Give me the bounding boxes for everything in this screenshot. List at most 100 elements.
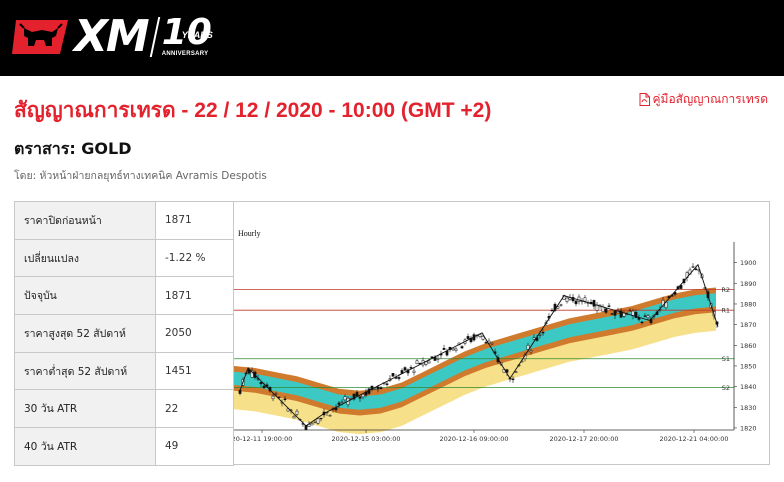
stat-label: ราคาต่ำสุด 52 สัปดาห์: [14, 351, 156, 391]
candle-body: [337, 402, 341, 405]
hourly-chart: Hourly R2 R1 S1 S2 1820 1830 1840 1850 1860 1870…: [233, 201, 770, 465]
stat-value: 2050: [155, 314, 234, 353]
xm-wordmark: XM: [74, 11, 150, 62]
candle-body: [355, 392, 359, 397]
stats-table: ราคาปิดก่อนหน้า 1871 เปลี่ยนแปลง -1.22 % ป…: [14, 201, 234, 466]
stat-value: 1871: [155, 276, 234, 316]
pdf-icon: [639, 93, 650, 106]
candle-body: [643, 315, 647, 317]
xm-logo[interactable]: XM 10 YEARS ANNIVERSARY: [12, 11, 218, 62]
candle-body: [451, 347, 455, 351]
y-tick-label: 1860: [740, 342, 757, 350]
anniversary-badge: 10 YEARS ANNIVERSARY: [162, 12, 218, 60]
candle-body: [592, 300, 596, 307]
stat-value: 22: [155, 389, 234, 429]
anniversary-years: YEARS: [181, 30, 213, 40]
table-row: เปลี่ยนแปลง -1.22 %: [14, 238, 234, 278]
candle-body: [262, 385, 266, 389]
candle-body: [319, 417, 323, 420]
y-tick-label: 1890: [740, 280, 757, 288]
candle-body: [550, 309, 554, 312]
candle-body: [250, 370, 254, 378]
candle-body: [511, 378, 515, 381]
table-row: 30 วัน ATR 22: [14, 389, 234, 429]
level-label-s2: S2: [722, 384, 730, 392]
table-row: ราคาปิดก่อนหน้า 1871: [14, 201, 234, 240]
y-tick-label: 1900: [740, 259, 757, 267]
candle-body: [427, 360, 431, 364]
candle-body: [445, 350, 449, 356]
candle-body: [577, 296, 581, 302]
candle-body: [541, 332, 545, 334]
inner-band: [234, 293, 716, 410]
candle-body: [466, 336, 470, 339]
candle-body: [559, 304, 563, 306]
candle-body: [343, 396, 347, 401]
candle-body: [358, 396, 362, 399]
stat-value: -1.22 %: [155, 238, 234, 278]
candle-body: [295, 410, 299, 415]
stat-label: 40 วัน ATR: [14, 427, 156, 466]
candle-body: [460, 346, 464, 349]
candle-body: [316, 418, 320, 424]
stat-value: 1871: [155, 201, 234, 240]
candle-body: [397, 377, 401, 379]
candle-body: [604, 308, 608, 313]
candle-body: [394, 377, 398, 379]
candle-body: [271, 395, 275, 400]
candle-body: [283, 398, 287, 400]
y-tick-label: 1850: [740, 362, 757, 370]
candle-body: [478, 334, 482, 337]
y-tick-label: 1870: [740, 321, 757, 329]
candle-body: [385, 383, 389, 385]
chart-canvas: Hourly R2 R1 S1 S2 1820 1830 1840 1850 1860 1870…: [234, 229, 757, 443]
top-bar: XM 10 YEARS ANNIVERSARY: [0, 0, 784, 76]
level-label-r2: R2: [721, 286, 730, 294]
candle-body: [640, 321, 644, 324]
table-row: ราคาต่ำสุด 52 สัปดาห์ 1451: [14, 351, 234, 391]
candle-body: [340, 401, 344, 403]
stat-label: ราคาสูงสุด 52 สัปดาห์: [14, 314, 156, 353]
candle-body: [490, 342, 494, 345]
candle-body: [436, 358, 440, 360]
candle-body: [514, 371, 518, 373]
candle-body: [274, 393, 278, 395]
candle-body: [328, 415, 332, 417]
candle-body: [313, 421, 317, 424]
candle-body: [628, 310, 632, 312]
y-tick-label: 1830: [740, 404, 757, 412]
zigzag-line: [239, 263, 719, 427]
candle-body: [403, 367, 407, 371]
bull-logo-icon: [12, 20, 68, 54]
candle-body: [361, 394, 365, 398]
x-tick-label: 2020-12-15 03:00:00: [331, 435, 400, 443]
stat-label: ราคาปิดก่อนหน้า: [14, 201, 156, 240]
x-tick-label: 2020-12-17 20:00:00: [549, 435, 618, 443]
candle-body: [607, 305, 611, 307]
x-tick-label: 20-12-11 19:00:00: [234, 435, 292, 443]
candle-body: [238, 390, 242, 394]
candle-body: [442, 348, 446, 350]
level-label-s1: S1: [722, 355, 730, 363]
x-tick-label: 2020-12-16 09:00:00: [439, 435, 508, 443]
candle-body: [694, 268, 698, 271]
support-resistance-lines: R2 R1 S1 S2: [234, 286, 734, 392]
signals-guide-link[interactable]: คู่มือสัญญาณการเทรด: [639, 90, 768, 109]
y-tick-label: 1840: [740, 383, 757, 391]
candle-body: [286, 408, 290, 412]
table-row: 40 วัน ATR 49: [14, 427, 234, 466]
candle-body: [292, 416, 296, 419]
x-tick-label: 2020-12-21 04:00:00: [659, 435, 728, 443]
candle-body: [391, 373, 395, 377]
candle-body: [310, 423, 314, 426]
candle-body: [259, 382, 263, 385]
stat-label: 30 วัน ATR: [14, 389, 156, 429]
candle-body: [409, 367, 413, 369]
candle-body: [661, 300, 665, 307]
candle-body: [571, 297, 575, 302]
candle-body: [532, 337, 536, 340]
candle-body: [634, 312, 638, 318]
candle-body: [415, 360, 419, 365]
stat-label: เปลี่ยนแปลง: [14, 238, 156, 278]
stat-value: 49: [155, 427, 234, 466]
